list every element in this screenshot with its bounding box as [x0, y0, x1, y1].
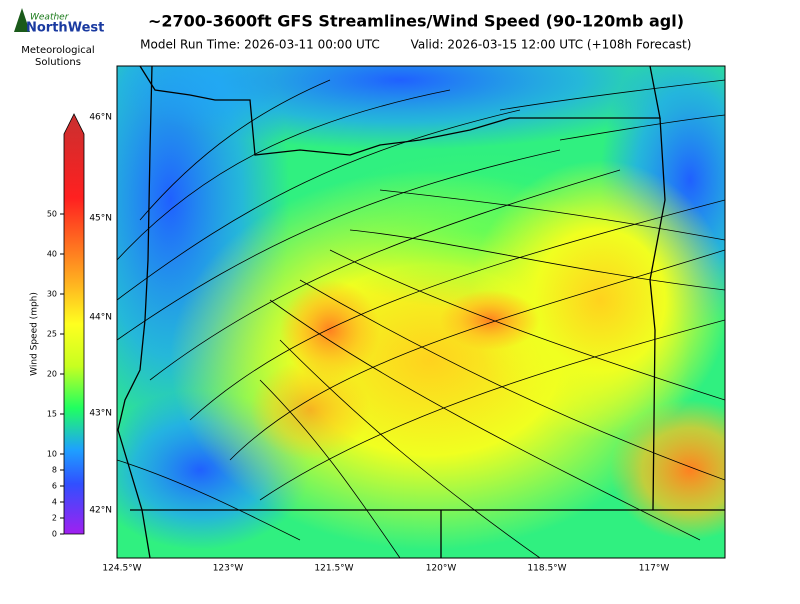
colorbar-tick-label: 0	[52, 530, 57, 539]
colorbar-label: Wind Speed (mph)	[30, 292, 40, 376]
colorbar-tick-label: 25	[47, 330, 57, 339]
logo-top: Weather	[30, 13, 70, 23]
lon-label: 118.5°W	[527, 564, 566, 574]
colorbar-tick-label: 10	[47, 450, 57, 459]
lat-label: 46°N	[89, 113, 112, 123]
colorbar-tick-label: 20	[47, 370, 57, 379]
lat-label: 45°N	[89, 214, 112, 224]
logo-name: NorthWest	[26, 21, 104, 36]
colorbar-tick-label: 2	[52, 514, 57, 523]
lat-label: 43°N	[89, 409, 112, 419]
logo-line: Solutions	[35, 57, 81, 68]
colorbar	[63, 113, 85, 535]
colorbar-tick-label: 6	[52, 482, 57, 491]
colorbar-tick-label: 50	[47, 210, 57, 219]
wind-field	[117, 66, 725, 558]
colorbar-tick-label: 8	[52, 466, 57, 475]
map-frame	[116, 65, 726, 559]
logo: Weather NorthWest Meteorological Solutio…	[14, 8, 104, 68]
lat-label: 44°N	[89, 313, 112, 323]
model-run: Model Run Time: 2026-03-11 00:00 UTC	[140, 38, 380, 52]
title: ~2700-3600ft GFS Streamlines/Wind Speed …	[148, 12, 684, 31]
colorbar-tick-label: 40	[47, 250, 57, 259]
logo-line: Meteorological	[21, 45, 94, 56]
borders	[117, 66, 725, 558]
colorbar-tick-label: 15	[47, 410, 57, 419]
lon-label: 124.5°W	[102, 564, 141, 574]
streamlines	[117, 79, 725, 558]
valid-time: Valid: 2026-03-15 12:00 UTC (+108h Forec…	[411, 38, 692, 52]
colorbar-tick-label: 4	[52, 498, 57, 507]
lon-label: 123°W	[213, 564, 244, 574]
colorbar-tick-label: 30	[47, 290, 57, 299]
lon-label: 121.5°W	[314, 564, 353, 574]
lon-label: 120°W	[426, 564, 457, 574]
lat-label: 42°N	[89, 506, 112, 516]
lon-label: 117°W	[639, 564, 670, 574]
